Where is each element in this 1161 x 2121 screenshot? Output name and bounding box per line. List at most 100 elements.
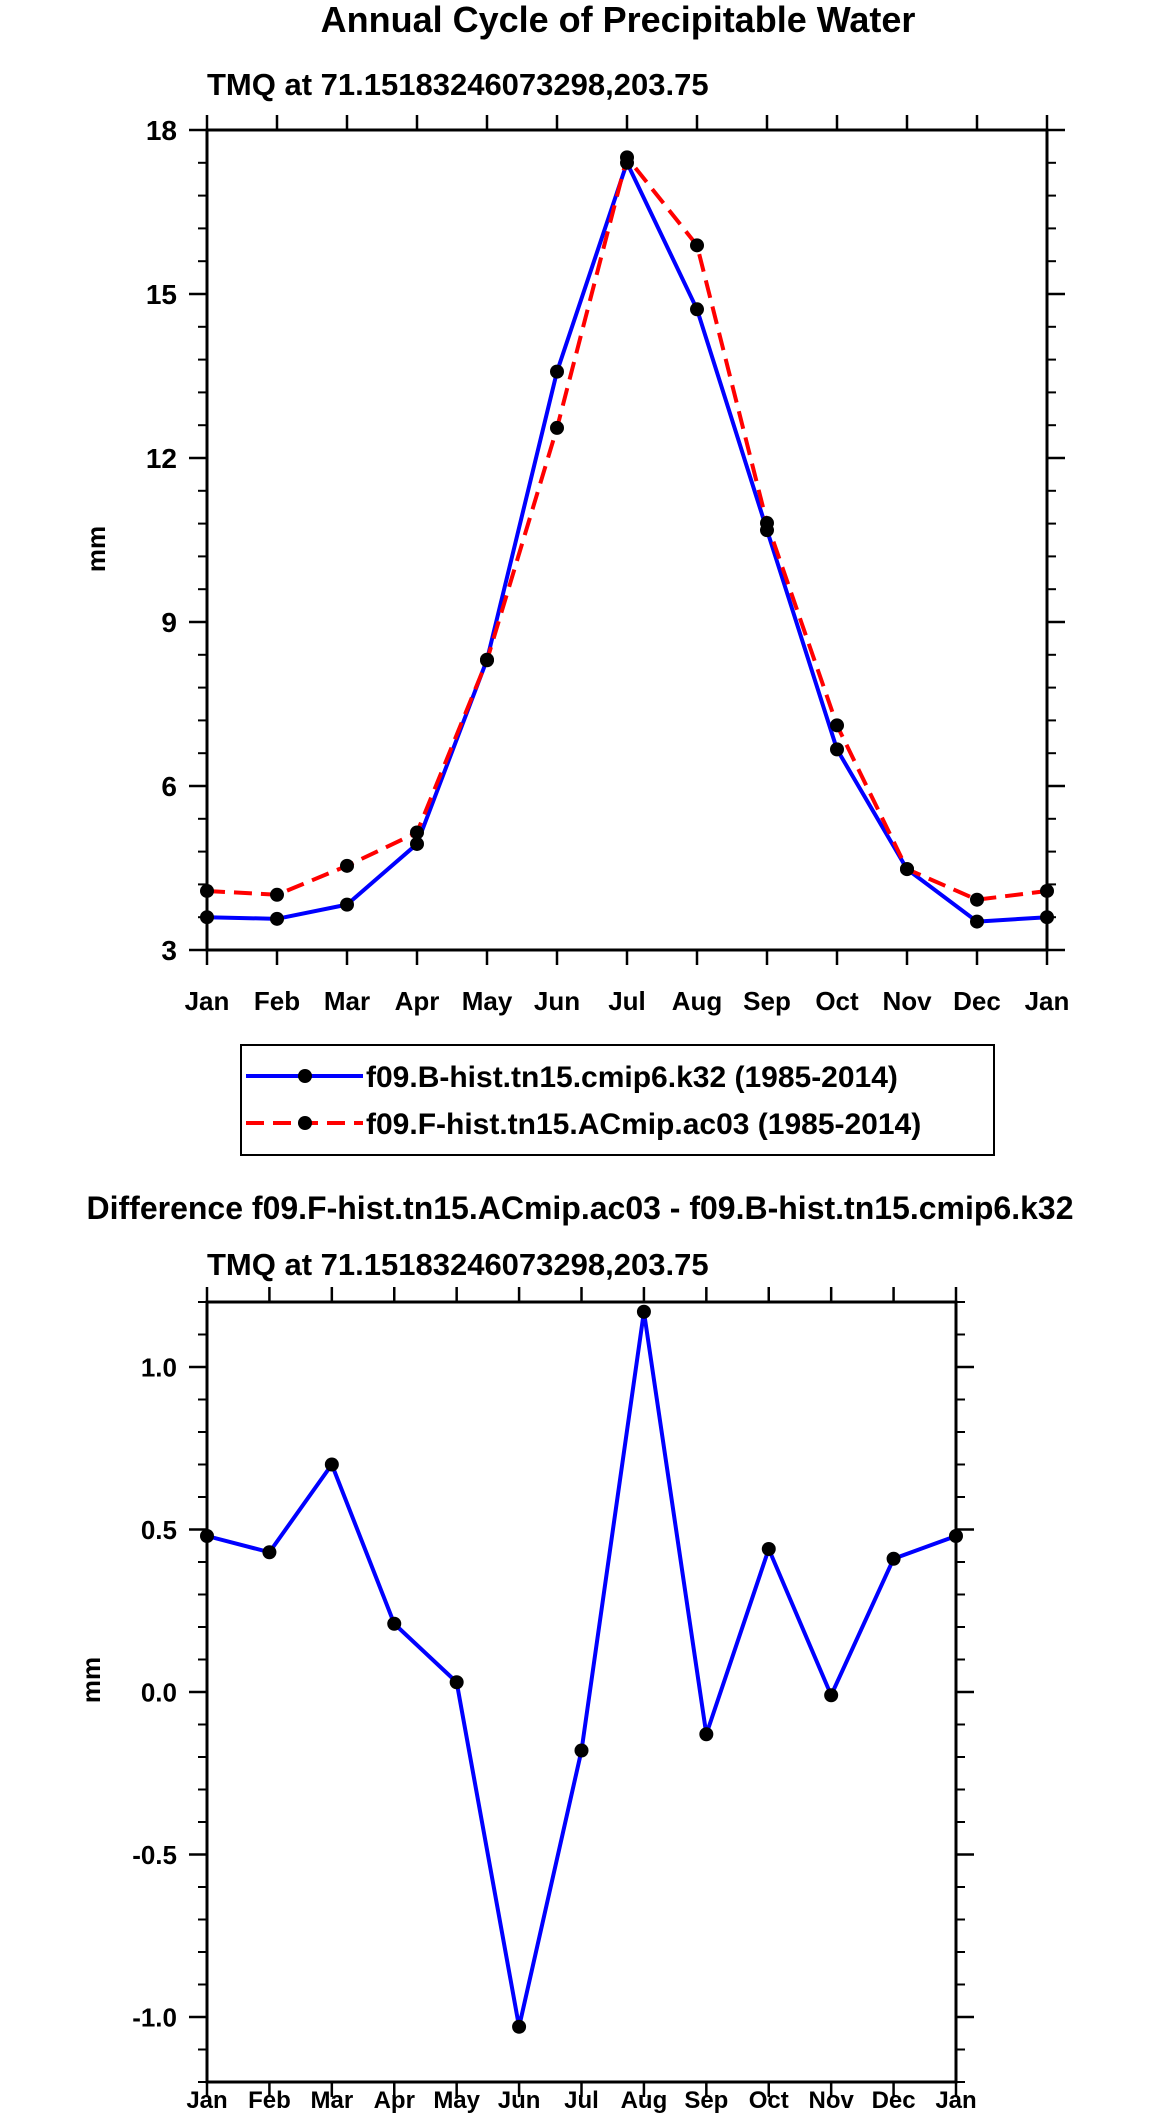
- chart2-x-tick-label: Aug: [621, 2087, 668, 2114]
- chart1-x-tick-label: Mar: [324, 986, 370, 1016]
- chart2-x-tick-label: Jun: [498, 2087, 541, 2114]
- chart1-data-point-s1-13: [1040, 910, 1054, 925]
- chart1-y-tick-label: 12: [146, 443, 177, 474]
- chart1-data-point-s2-11: [900, 862, 914, 877]
- chart1-x-tick-label: Jun: [534, 986, 580, 1016]
- chart1-x-tick-label: Dec: [953, 986, 1001, 1016]
- chart1-x-tick-label: Sep: [743, 986, 791, 1016]
- chart2-x-tick-labels: Jan Feb Mar Apr May Jun Jul Aug Sep Oct Nov Dec Jan: [186, 2087, 976, 2114]
- chart2-x-tick-label: Jul: [564, 2087, 599, 2114]
- chart1-x-tick-label: Oct: [815, 986, 859, 1016]
- legend-label-series-2: f09.F-hist.tn15.ACmip.ac03 (1985-2014): [366, 1108, 921, 1141]
- chart2-data-point-s1-4: [387, 1616, 402, 1631]
- chart1-data-point-s2-5: [480, 653, 494, 668]
- chart1-x-tick-label: Jul: [608, 986, 646, 1016]
- chart1-data-point-s2-12: [970, 892, 984, 907]
- chart1-data-point-s1-10: [830, 742, 844, 757]
- chart1-data-point-s1-8: [690, 302, 704, 317]
- chart1-x-tick-label: Aug: [672, 986, 723, 1016]
- chart1-title: Annual Cycle of Precipitable Water: [321, 0, 916, 40]
- chart2-data-point-s1-9: [699, 1727, 714, 1742]
- chart2-data-point-s1-11: [824, 1688, 839, 1703]
- chart1-axes: [189, 115, 1065, 965]
- chart1-data-point-s1-6: [550, 364, 564, 379]
- chart1-legend: f09.B-hist.tn15.cmip6.k32 (1985-2014) f0…: [240, 1044, 995, 1156]
- chart2-x-tick-label: Oct: [749, 2087, 789, 2114]
- chart2-series-line-1: [206, 1309, 957, 2029]
- chart2-subtitle: TMQ at 71.15183246073298,203.75: [207, 1247, 709, 1282]
- chart1-data-point-s1-2: [270, 911, 284, 926]
- chart1-data-point-s2-1: [200, 883, 214, 898]
- chart1-x-tick-labels: Jan Feb Mar Apr May Jun Jul Aug Sep Oct Nov Dec Jan: [185, 986, 1070, 1016]
- chart1-data-point-s2-10: [830, 718, 844, 733]
- chart1-y-axis-label: mm: [81, 526, 111, 572]
- chart1-y-tick-label: 9: [161, 607, 177, 638]
- chart1-data-point-s1-4: [410, 836, 424, 851]
- chart2-data-point-s1-6: [512, 2019, 527, 2034]
- chart1-data-point-s2-2: [270, 887, 284, 902]
- chart2-series-lines: [206, 1309, 957, 2029]
- chart1-data-point-s1-12: [970, 914, 984, 929]
- chart2-data-point-s1-5: [449, 1675, 464, 1690]
- chart2-y-axis-label: mm: [76, 1657, 106, 1703]
- chart1-y-tick-labels: 3 6 9 12 15 18: [146, 115, 177, 966]
- chart1-x-tick-label: Apr: [395, 986, 440, 1016]
- chart1-data-point-s2-9: [760, 516, 774, 531]
- chart1-x-tick-label: Feb: [254, 986, 300, 1016]
- chart2-data-point-s1-3: [324, 1457, 339, 1472]
- legend-label-series-1: f09.B-hist.tn15.cmip6.k32 (1985-2014): [366, 1061, 898, 1094]
- chart1-series-points: [200, 150, 1054, 929]
- chart2-plot-frame: [205, 1300, 958, 2084]
- chart2-x-tick-label: May: [433, 2087, 480, 2114]
- chart1-series-line-1: [206, 160, 1048, 924]
- legend-marker-series-1: [298, 1069, 312, 1083]
- chart2-y-tick-label: 0.0: [141, 1677, 177, 1707]
- chart1-y-tick-label: 6: [161, 771, 177, 802]
- chart2-y-tick-label: 1.0: [141, 1352, 177, 1382]
- chart2-data-point-s1-12: [886, 1551, 901, 1566]
- legend-marker-series-2: [298, 1116, 312, 1130]
- chart1-data-point-s2-13: [1040, 883, 1054, 898]
- chart2-axes: [189, 1287, 974, 2097]
- chart2-data-point-s1-1: [200, 1529, 214, 1543]
- chart1-series-line-2: [206, 155, 1048, 902]
- chart1-x-tick-label: Jan: [1025, 986, 1070, 1016]
- chart1-data-point-s1-3: [340, 897, 354, 912]
- chart1-data-point-s2-4: [410, 825, 424, 840]
- chart2-x-tick-label: Mar: [310, 2087, 353, 2114]
- chart2-data-point-s1-2: [262, 1545, 277, 1560]
- chart1-y-tick-label: 18: [146, 115, 177, 146]
- chart2-y-tick-label: -1.0: [132, 2002, 177, 2032]
- chart2-x-tick-label: Feb: [248, 2087, 291, 2114]
- chart1-plot-frame: [205, 128, 1049, 952]
- chart1-data-point-s2-3: [340, 858, 354, 873]
- chart1-subtitle: TMQ at 71.15183246073298,203.75: [207, 67, 709, 102]
- chart1-x-tick-label: Nov: [882, 986, 932, 1016]
- legend-box: [240, 1044, 995, 1156]
- chart2-y-tick-label: -0.5: [132, 1840, 177, 1870]
- chart1-x-tick-label: May: [462, 986, 513, 1016]
- chart2-series-points: [200, 1304, 963, 2034]
- chart2-x-tick-label: Dec: [872, 2087, 916, 2114]
- chart2-y-tick-labels: -1.0 -0.5 0.0 0.5 1.0: [132, 1352, 177, 2032]
- chart2-title: Difference f09.F-hist.tn15.ACmip.ac03 - …: [87, 1190, 1074, 1226]
- chart2-y-tick-label: 0.5: [141, 1515, 177, 1545]
- chart1-data-point-s2-6: [550, 420, 564, 435]
- chart1-data-point-s1-1: [200, 910, 214, 925]
- chart2-data-point-s1-8: [636, 1304, 651, 1319]
- chart2-data-point-s1-13: [949, 1529, 963, 1543]
- chart2-x-tick-label: Sep: [684, 2087, 728, 2114]
- chart1-y-tick-label: 15: [146, 279, 177, 310]
- chart2-data-point-s1-7: [574, 1743, 589, 1758]
- chart2-x-tick-label: Apr: [374, 2087, 415, 2114]
- chart1-x-tick-label: Jan: [185, 986, 230, 1016]
- chart1-series-lines: [206, 155, 1048, 924]
- chart2-x-tick-label: Jan: [186, 2087, 227, 2114]
- chart1-y-tick-label: 3: [161, 935, 177, 966]
- chart2-data-point-s1-10: [761, 1542, 776, 1556]
- chart2-x-tick-label: Nov: [808, 2087, 854, 2114]
- chart2-x-tick-label: Jan: [935, 2087, 976, 2114]
- chart1-data-point-s2-7: [620, 150, 634, 165]
